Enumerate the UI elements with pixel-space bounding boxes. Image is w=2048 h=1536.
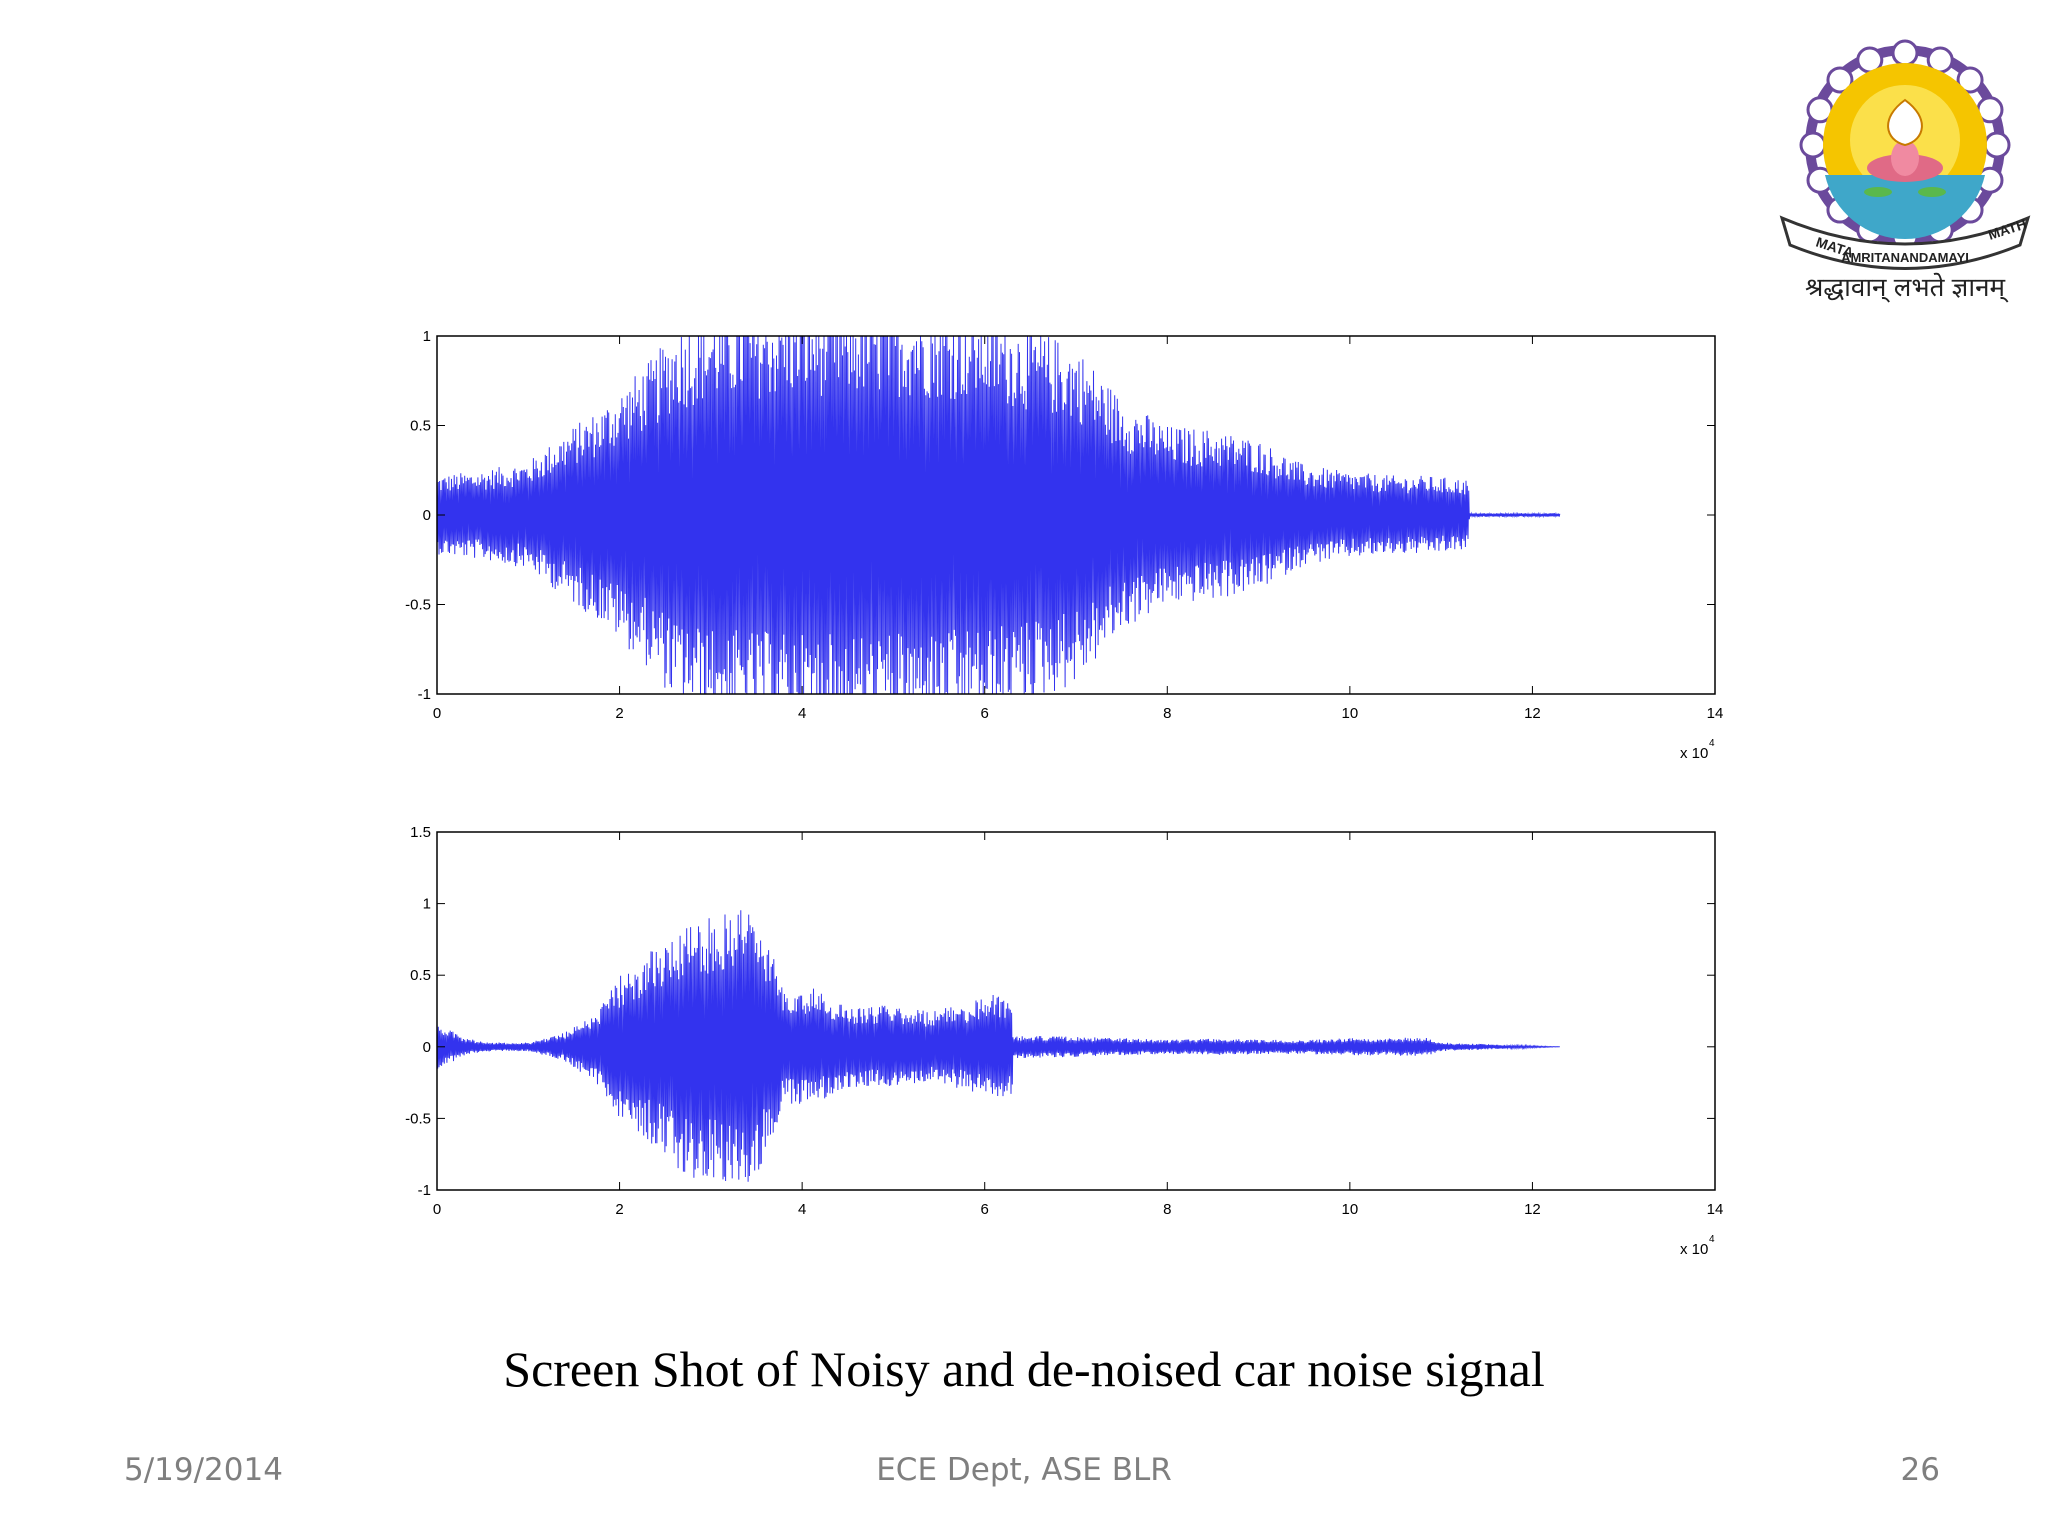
logo-leaf-left bbox=[1864, 187, 1892, 197]
logo-ribbon-word-2: AMRITANANDAMAYI bbox=[1841, 250, 1969, 265]
amrita-logo: MATA AMRITANANDAMAYI MATH श्रद्धावान् लभ… bbox=[1779, 39, 2031, 303]
denoised-signal-x-multiplier-exponent: 4 bbox=[1709, 1234, 1715, 1245]
x-tick-label: 0 bbox=[433, 705, 441, 722]
logo-water bbox=[1825, 175, 1985, 239]
y-tick-label: -0.5 bbox=[405, 597, 431, 614]
y-tick-label: 0 bbox=[423, 1039, 431, 1056]
y-tick-label: 0.5 bbox=[410, 418, 431, 435]
slide-caption: Screen Shot of Noisy and de-noised car n… bbox=[503, 1341, 1545, 1397]
logo-ribbon bbox=[1779, 215, 2031, 270]
y-tick-label: 1 bbox=[423, 328, 431, 345]
x-tick-label: 14 bbox=[1707, 1201, 1724, 1218]
logo-petal bbox=[1983, 131, 2011, 159]
footer-page-number: 26 bbox=[1900, 1452, 1940, 1488]
y-tick-label: -0.5 bbox=[405, 1110, 431, 1127]
noisy-signal-axes: 0 2 4 6 8 10 12 14 -1 -0.5 0 0.5 1 bbox=[405, 328, 1723, 722]
footer-department: ECE Dept, ASE BLR bbox=[876, 1452, 1172, 1488]
x-tick-label: 8 bbox=[1163, 705, 1171, 722]
footer-date: 5/19/2014 bbox=[124, 1452, 283, 1488]
x-tick-label: 4 bbox=[798, 705, 806, 722]
y-tick-label: 1.5 bbox=[410, 824, 431, 841]
noisy-signal-x-multiplier-exponent: 4 bbox=[1709, 738, 1715, 749]
denoised-signal-waveform bbox=[436, 910, 1560, 1182]
logo-leaf-right bbox=[1918, 187, 1946, 197]
noisy-signal-waveform bbox=[436, 335, 1561, 695]
signal-trace bbox=[436, 335, 1561, 695]
x-tick-label: 12 bbox=[1524, 705, 1541, 722]
noisy-signal-chart: 0 2 4 6 8 10 12 14 -1 -0.5 0 0.5 1 x 10 4 bbox=[405, 328, 1723, 762]
x-tick-label: 12 bbox=[1524, 1201, 1541, 1218]
x-tick-label: 10 bbox=[1342, 705, 1359, 722]
logo-motto: श्रद्धावान् लभते ज्ञानम् bbox=[1805, 272, 2009, 303]
x-tick-label: 6 bbox=[981, 705, 989, 722]
y-tick-label: 1 bbox=[423, 896, 431, 913]
logo-petal bbox=[1956, 66, 1984, 94]
x-tick-label: 10 bbox=[1342, 1201, 1359, 1218]
x-tick-label: 8 bbox=[1163, 1201, 1171, 1218]
x-tick-label: 0 bbox=[433, 1201, 441, 1218]
x-tick-label: 14 bbox=[1707, 705, 1724, 722]
x-tick-label: 4 bbox=[798, 1201, 806, 1218]
logo-lotus-petal bbox=[1891, 140, 1919, 176]
logo-petal bbox=[1799, 131, 1827, 159]
signal-trace bbox=[436, 910, 1560, 1182]
x-tick-label: 6 bbox=[981, 1201, 989, 1218]
y-tick-label: 0.5 bbox=[410, 967, 431, 984]
x-tick-label: 2 bbox=[615, 705, 623, 722]
logo-petal bbox=[1891, 39, 1919, 67]
logo-conch bbox=[1887, 98, 1923, 147]
y-tick-label: -1 bbox=[418, 1182, 431, 1199]
denoised-signal-chart: 0 2 4 6 8 10 12 14 -1 -0.5 0 0.5 1 1.5 x 10 4 bbox=[405, 824, 1723, 1258]
x-tick-label: 2 bbox=[615, 1201, 623, 1218]
y-tick-label: -1 bbox=[418, 686, 431, 703]
y-tick-label: 0 bbox=[423, 507, 431, 524]
logo-petal bbox=[1826, 66, 1854, 94]
denoised-signal-x-multiplier: x 10 bbox=[1680, 1241, 1708, 1258]
denoised-signal-plot-frame bbox=[436, 831, 1716, 1191]
denoised-signal-axes: 0 2 4 6 8 10 12 14 -1 -0.5 0 0.5 1 1.5 bbox=[405, 824, 1723, 1218]
noisy-signal-x-multiplier: x 10 bbox=[1680, 745, 1708, 762]
